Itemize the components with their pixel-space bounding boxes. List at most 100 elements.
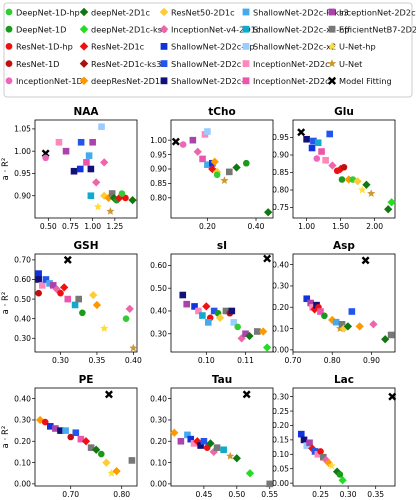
- data-point: [384, 205, 393, 214]
- legend-marker: [242, 60, 250, 67]
- data-point: [343, 322, 353, 331]
- data-point: [92, 178, 101, 187]
- data-point: [179, 141, 187, 148]
- data-point: [187, 435, 195, 443]
- data-point: [179, 291, 187, 299]
- legend-entry: ResNet50-2D1c: [159, 7, 235, 17]
- legend-marker: [327, 41, 337, 50]
- y-tick-label: 0.20: [272, 421, 289, 430]
- data-point: [112, 466, 121, 476]
- data-point: [226, 451, 235, 460]
- y-tick-label: 0.30: [14, 416, 31, 425]
- y-tick-label: 0.40: [14, 314, 31, 323]
- data-point: [317, 308, 324, 315]
- y-tick-label: 0.25: [272, 407, 289, 416]
- y-tick-label: 0.95: [14, 169, 31, 178]
- legend-marker: [160, 60, 168, 67]
- data-point: [77, 138, 85, 146]
- legend-label: ShallowNet-2D2c-R: [171, 76, 250, 86]
- legend-entry: deepNet-2D1c: [79, 7, 150, 17]
- data-point: [47, 423, 54, 430]
- data-point: [122, 315, 130, 322]
- data-point: [72, 429, 80, 437]
- data-point: [184, 431, 191, 439]
- data-point: [353, 177, 362, 186]
- chart-panel: PE0.700.800.000.100.200.300.40a · R²σ [m…: [1, 374, 138, 499]
- y-tick-label: 0.90: [14, 191, 31, 200]
- data-point: [242, 390, 251, 399]
- legend-entry: deepResNet-2D1c: [79, 76, 165, 86]
- data-point: [77, 435, 85, 443]
- y-tick-label: 0.00: [272, 346, 289, 355]
- legend-marker: [79, 24, 89, 34]
- legend-marker: [327, 59, 337, 68]
- x-tick-label: 0.20: [199, 222, 216, 231]
- data-point: [42, 276, 50, 283]
- data-point: [46, 280, 53, 287]
- legend-marker: [328, 8, 336, 16]
- data-point: [303, 135, 310, 143]
- data-point: [42, 154, 49, 162]
- data-point: [245, 469, 255, 478]
- data-point: [199, 155, 206, 163]
- data-point: [340, 163, 348, 171]
- data-point: [190, 440, 198, 447]
- data-point: [306, 439, 313, 447]
- data-point: [60, 283, 69, 292]
- legend-label: InceptionNet-2D2c: [253, 59, 330, 69]
- y-tick-label: 0.10: [150, 458, 167, 467]
- data-point: [128, 457, 136, 464]
- y-tick-label: 0.40: [150, 307, 167, 316]
- data-point: [210, 157, 219, 166]
- data-point: [234, 323, 241, 331]
- data-point: [104, 390, 113, 399]
- plot-area: [34, 253, 138, 353]
- data-point: [87, 444, 95, 451]
- data-point: [262, 343, 272, 352]
- legend-entry: ShallowNet-2D2c-x2: [242, 42, 336, 52]
- data-point: [327, 461, 336, 470]
- x-tick-label: 0.70: [62, 490, 79, 499]
- data-point: [297, 128, 306, 137]
- chart-panel: NAA 0.50 0.75 1.00 1.25 0.90 0.95 1.00 1.05 a · R…: [1, 106, 138, 231]
- data-point: [125, 304, 134, 314]
- legend-marker: [79, 7, 89, 17]
- x-tick-label: 0.35: [367, 490, 384, 499]
- chart-title: Asp: [333, 240, 355, 252]
- legend-marker: [5, 25, 13, 33]
- legend-label: DeepNet-1D: [16, 25, 66, 35]
- legend-label: ResNet-1D: [16, 59, 59, 69]
- data-point: [387, 198, 396, 207]
- data-point: [57, 289, 64, 297]
- legend-label: deepNet-2D1c: [91, 7, 150, 17]
- data-point: [225, 168, 233, 176]
- chart-title: GSH: [74, 240, 99, 252]
- chart-title: NAA: [73, 106, 99, 118]
- data-point: [170, 428, 179, 437]
- y-tick-label: 0.60: [14, 275, 31, 284]
- chart-title: sI: [217, 240, 227, 252]
- legend-label: deepNet-2D1c-ks3: [91, 25, 167, 35]
- legend-entry: U-Net: [327, 59, 363, 69]
- legend-marker: [5, 60, 13, 67]
- chart-grid: NAA 0.50 0.75 1.00 1.25 0.90 0.95 1.00 1.05 a · R…: [1, 106, 397, 499]
- x-tick-label: 0.80: [113, 490, 130, 499]
- legend-label: ResNet-2D1c-ks3: [91, 59, 161, 69]
- data-point: [106, 207, 115, 215]
- data-point: [81, 437, 91, 446]
- data-point: [206, 439, 215, 448]
- legend-entry: DeepNet-1D-hp: [5, 7, 80, 17]
- data-point: [98, 123, 105, 130]
- data-point: [89, 291, 98, 300]
- y-tick-label: 0.85: [150, 179, 167, 188]
- y-tick-label: 0.40: [150, 394, 167, 403]
- data-point: [75, 295, 83, 303]
- legend-marker: [242, 77, 250, 85]
- data-point: [197, 442, 204, 449]
- legend-marker: [5, 43, 13, 50]
- data-point: [100, 158, 109, 167]
- y-tick-label: 1.00: [14, 147, 31, 156]
- x-tick-label: 0.45: [195, 490, 212, 499]
- data-point: [57, 427, 64, 434]
- legend-marker: [79, 42, 89, 51]
